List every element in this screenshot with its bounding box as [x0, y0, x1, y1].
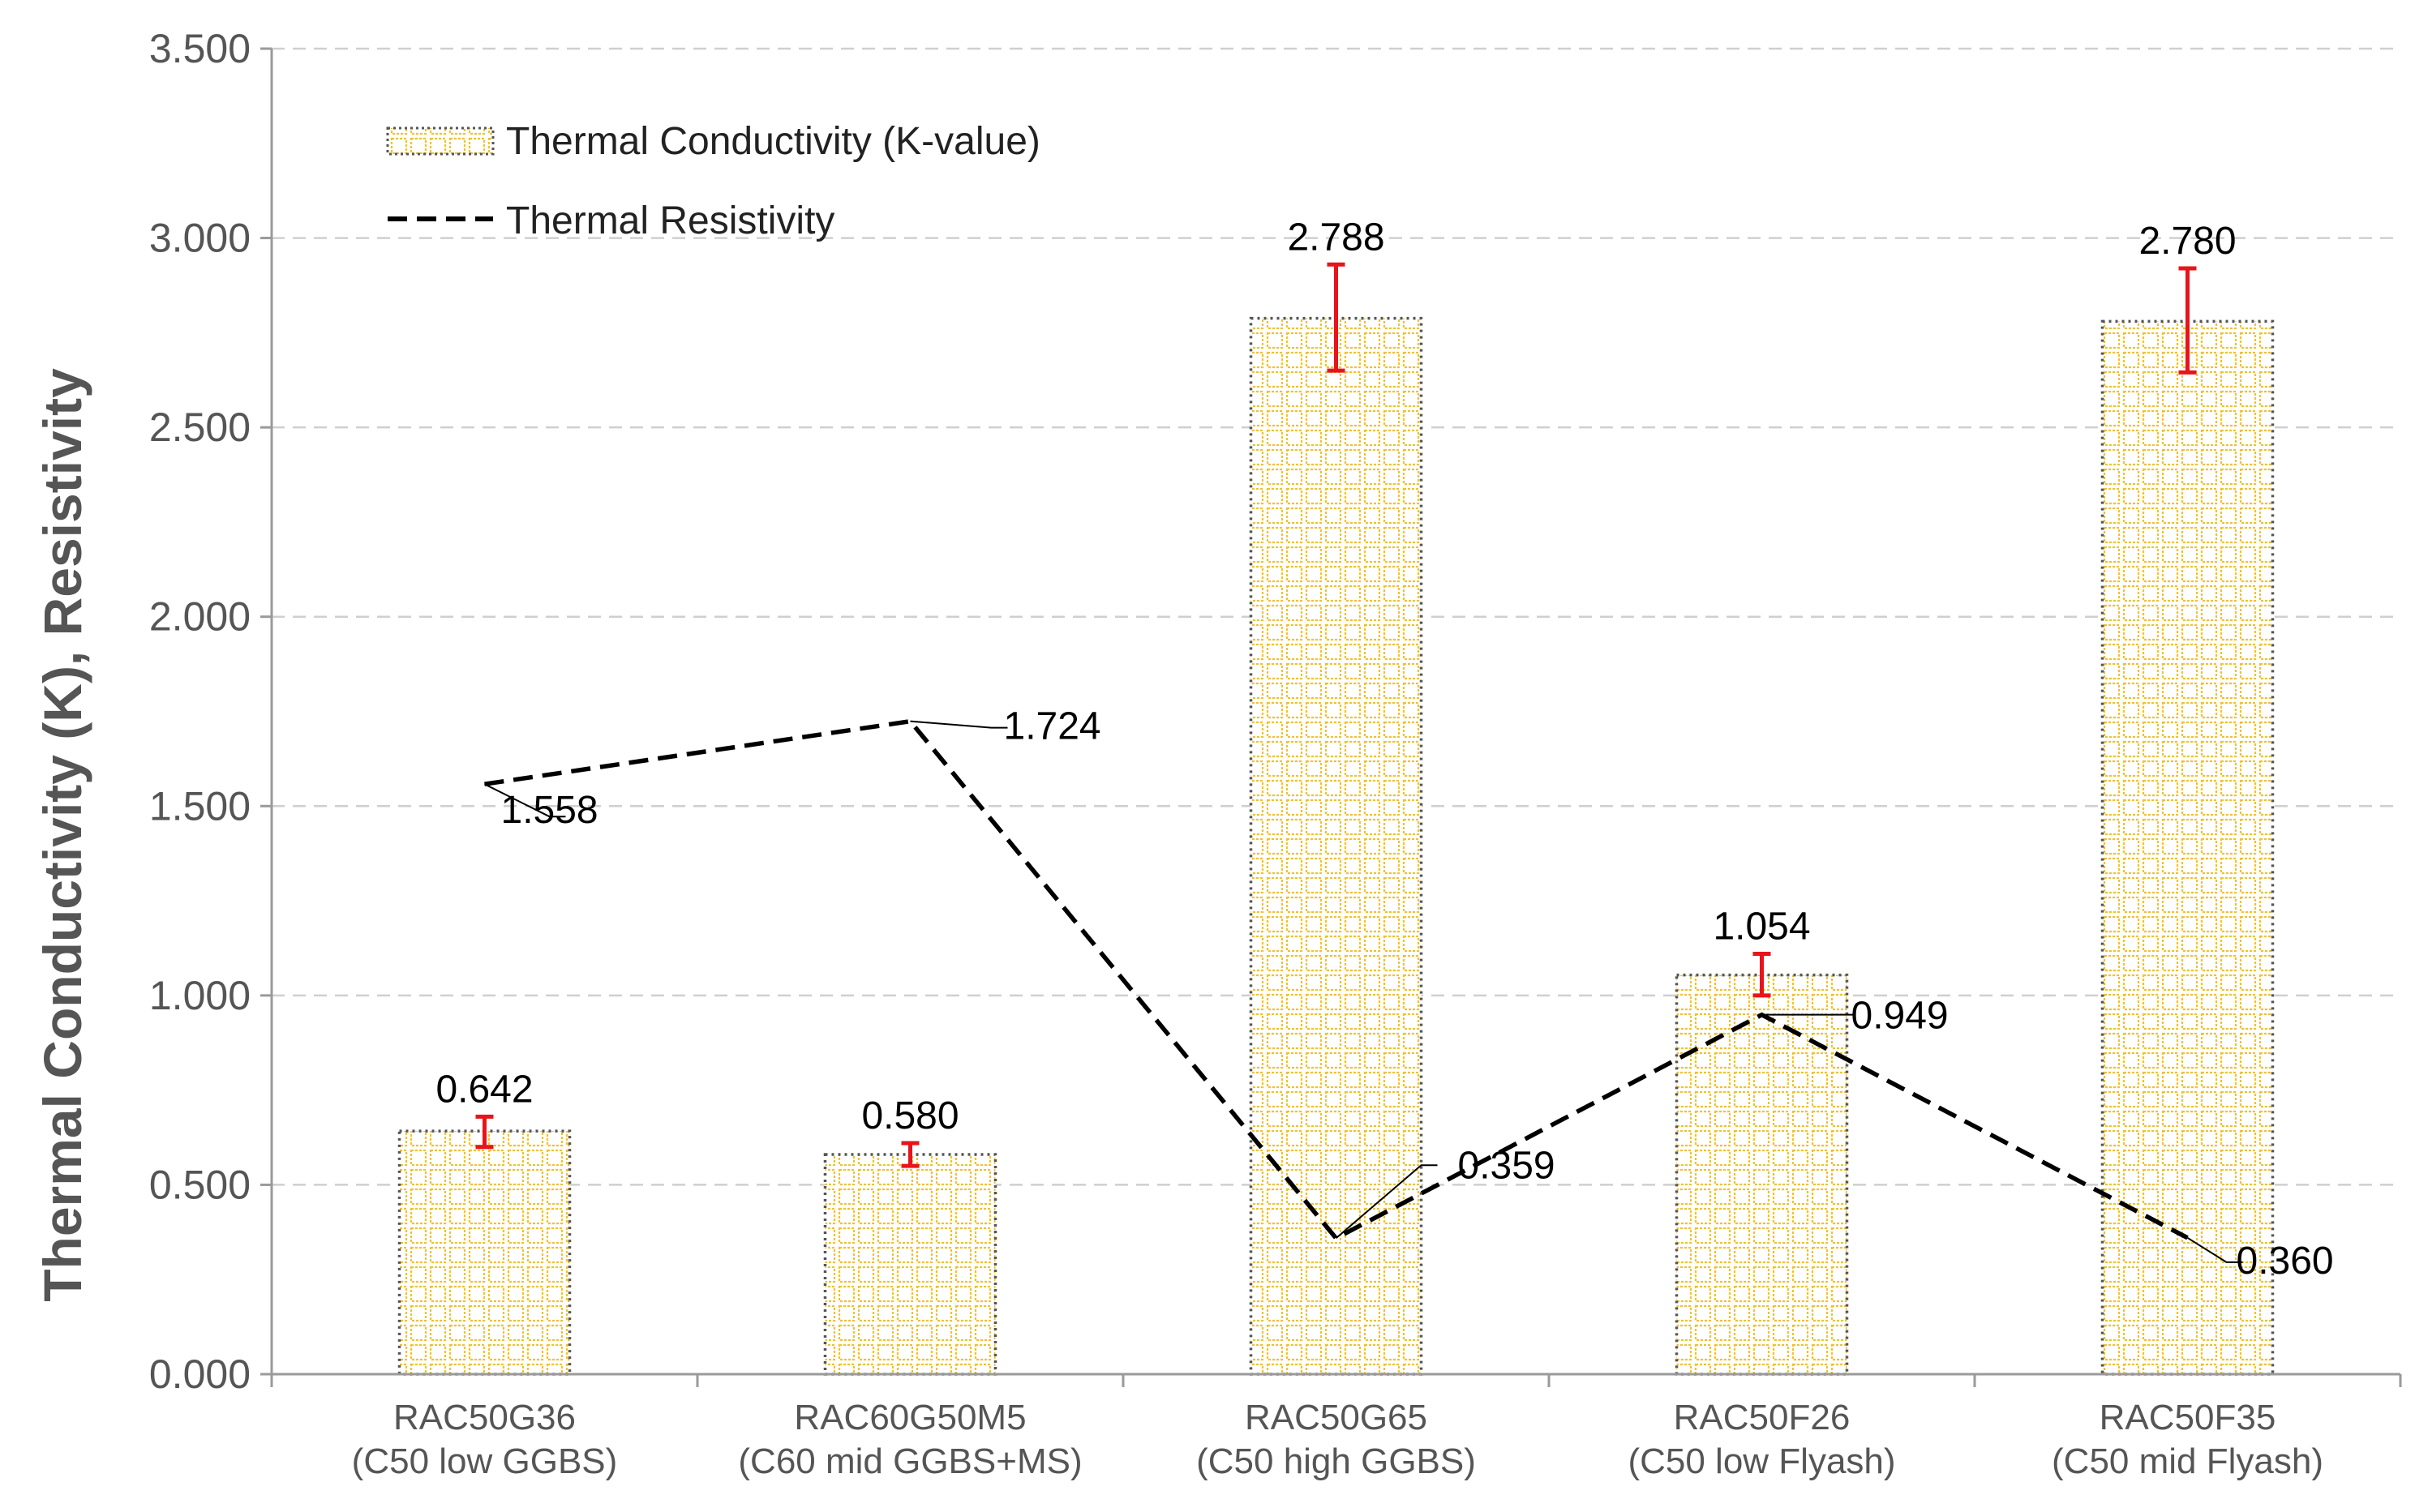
x-category-label: RAC60G50M5 [794, 1398, 1026, 1437]
legend: Thermal Conductivity (K-value) Thermal R… [386, 120, 1040, 242]
x-category-label: RAC50F35 [2100, 1398, 2276, 1437]
line-label-leader [910, 720, 1008, 729]
x-category-label: RAC50G36 [393, 1398, 576, 1437]
x-category-sublabel: (C50 low GGBS) [352, 1441, 618, 1481]
error-bars [475, 262, 2197, 1168]
bar [823, 1153, 997, 1376]
bar-data-label: 2.788 [1287, 216, 1384, 259]
line-data-label: 0.360 [2237, 1240, 2334, 1283]
line-data-labels: 1.558 1.724 0.359 0.949 0.360 [484, 705, 2334, 1283]
bar-series [397, 316, 2275, 1376]
line-data-label: 1.558 [501, 789, 598, 832]
y-axis-title: Thermal Conductivity (K), Resistivity [32, 368, 92, 1302]
bar [1675, 973, 1849, 1376]
x-category-sublabel: (C50 high GGBS) [1196, 1441, 1476, 1481]
y-tick-label: 0.500 [149, 1162, 251, 1207]
bar [2100, 319, 2275, 1376]
y-tick-label: 2.000 [149, 594, 251, 640]
line-data-label: 1.724 [1004, 705, 1101, 748]
line-label-leader [2186, 1236, 2243, 1263]
bar-data-label: 1.054 [1713, 905, 1810, 948]
resistivity-line [484, 718, 2189, 1241]
bar-data-label: 0.642 [435, 1068, 533, 1111]
legend-label-conductivity: Thermal Conductivity (K-value) [506, 120, 1040, 163]
x-category-label: RAC50F26 [1674, 1398, 1851, 1437]
bar-data-label: 0.580 [861, 1094, 959, 1137]
x-axis-ticks: RAC50G36 (C50 low GGBS) RAC60G50M5 (C60 mid… [270, 1374, 2402, 1481]
y-tick-label: 1.500 [149, 783, 251, 829]
line-label-leader [1335, 1164, 1438, 1240]
y-tick-label: 0.000 [149, 1351, 251, 1397]
x-category-sublabel: (C50 mid Flyash) [2052, 1441, 2323, 1481]
y-tick-label: 3.000 [149, 216, 251, 261]
bar-data-label: 2.780 [2138, 220, 2236, 263]
bar [1249, 316, 1423, 1376]
x-category-sublabel: (C50 low Flyash) [1628, 1441, 1895, 1481]
resistivity-line-series [484, 718, 2189, 1241]
legend-bar-swatch [386, 126, 495, 156]
y-tick-label: 3.500 [149, 26, 251, 71]
x-category-label: RAC50G65 [1245, 1398, 1427, 1437]
x-category-sublabel: (C60 mid GGBS+MS) [738, 1441, 1082, 1481]
line-label-leader [484, 783, 566, 818]
line-data-label: 0.949 [1851, 995, 1949, 1038]
y-tick-label: 2.500 [149, 405, 251, 450]
y-tick-label: 1.000 [149, 973, 251, 1018]
bar-data-labels: 0.642 0.580 2.788 1.054 2.780 [435, 216, 2236, 1137]
y-axis-ticks: 0.000 0.500 1.000 1.500 2.000 2.500 3.000 3.500 [149, 26, 272, 1397]
legend-label-resistivity: Thermal Resistivity [506, 199, 834, 242]
bar [397, 1129, 572, 1376]
line-data-label: 0.359 [1458, 1144, 1555, 1187]
